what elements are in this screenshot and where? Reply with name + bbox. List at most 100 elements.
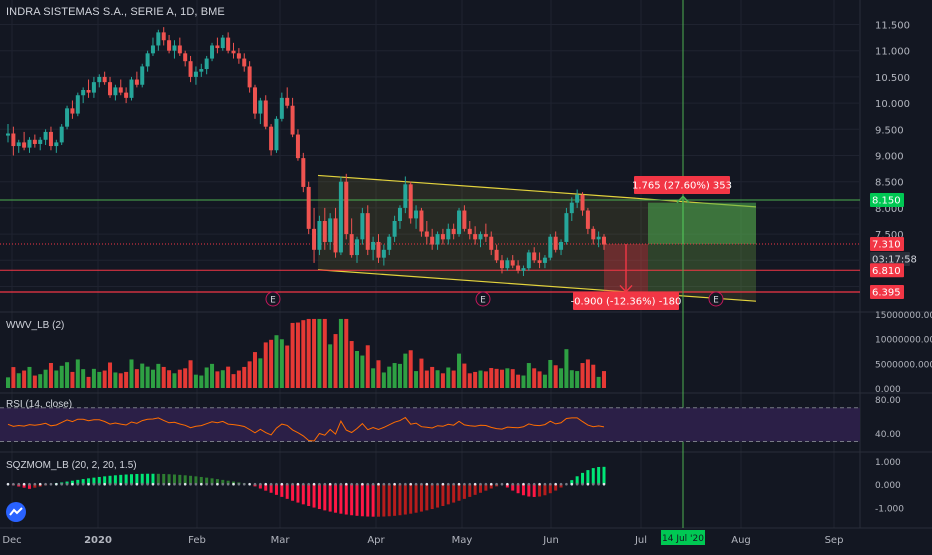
volume-bar	[59, 365, 64, 388]
squeeze-dot	[92, 482, 96, 486]
price-label-support-1-tag	[870, 263, 904, 278]
candle-body	[199, 69, 204, 72]
squeeze-dot	[436, 482, 439, 486]
volume-bar	[11, 367, 16, 388]
earnings-marker-label: E	[713, 296, 719, 306]
candle-body	[510, 260, 515, 266]
candle-body	[478, 234, 483, 240]
squeeze-dot	[216, 482, 219, 486]
volume-tick-label: 15000000.000	[875, 311, 932, 321]
squeeze-dot	[495, 482, 498, 486]
squeeze-dot	[135, 482, 139, 486]
time-tick-label: Mar	[271, 535, 291, 546]
candle-body	[118, 87, 123, 93]
candle-body	[532, 252, 537, 261]
squeeze-dot	[602, 482, 606, 486]
candle-body	[172, 45, 177, 51]
volume-bar	[333, 334, 338, 388]
price-label-resistance-tag	[870, 193, 904, 208]
candle-body	[462, 210, 467, 229]
squeeze-dot	[549, 482, 552, 486]
tradingview-logo-icon[interactable]	[6, 502, 26, 522]
loss-arrow-head	[619, 284, 633, 293]
candle-body	[430, 236, 435, 245]
price-label-resistance: 8.150	[872, 196, 901, 207]
squeeze-dot	[275, 482, 278, 486]
price-tick-label: 8.500	[875, 178, 904, 189]
volume-bar	[279, 339, 284, 388]
volume-bar	[199, 375, 204, 388]
candle-body	[167, 40, 172, 51]
squeeze-dot	[114, 482, 117, 486]
volume-bar	[499, 369, 504, 388]
candle-body	[440, 234, 445, 240]
rsi-tick-label: 80.00	[875, 396, 901, 406]
volume-bar	[435, 370, 440, 388]
price-label-support-2: 6.395	[872, 288, 901, 299]
candle-body	[403, 184, 408, 208]
volume-bar	[188, 360, 193, 388]
candle-body	[48, 131, 53, 147]
squeeze-dot	[344, 482, 348, 486]
volume-bar	[596, 376, 601, 388]
volume-bar	[193, 374, 198, 388]
candle-body	[553, 236, 558, 250]
candle-body	[494, 249, 499, 261]
candle-body	[537, 260, 542, 263]
volume-bar	[510, 369, 515, 388]
volume-bar	[457, 353, 462, 388]
squeeze-dot	[543, 482, 547, 486]
candle-body	[6, 133, 10, 136]
volume-bar	[376, 360, 381, 388]
candle-body	[317, 221, 322, 250]
squeeze-dot	[479, 482, 482, 486]
volume-bar	[559, 368, 564, 388]
price-label-last-tag	[870, 237, 904, 252]
squeeze-dot	[183, 482, 187, 486]
squeeze-dot	[71, 482, 74, 486]
candle-body	[580, 194, 585, 211]
volume-bar	[585, 359, 590, 388]
squeeze-dot	[22, 482, 26, 486]
candle-body	[145, 53, 150, 67]
momentum-tick-label: 1.000	[875, 458, 901, 468]
squeeze-dot	[586, 482, 590, 486]
crosshair-date-tag	[661, 530, 705, 545]
volume-bar	[489, 368, 494, 388]
volume-bar	[478, 370, 483, 388]
volume-bar	[236, 370, 241, 388]
squeeze-dot	[146, 482, 149, 486]
volume-bar	[108, 362, 113, 388]
squeeze-dot	[463, 482, 466, 486]
volume-bar	[575, 371, 580, 388]
candle-body	[312, 228, 317, 250]
squeeze-dot	[430, 482, 434, 486]
volume-bar	[22, 370, 27, 388]
squeeze-dot	[409, 482, 413, 486]
volume-bar	[414, 371, 419, 388]
rsi-line	[7, 416, 605, 442]
squeeze-dot	[591, 482, 595, 486]
price-tick-label: 9.000	[875, 152, 904, 163]
candle-body	[102, 76, 107, 83]
candle-body	[210, 45, 215, 59]
candle-body	[231, 50, 236, 54]
candle-body	[467, 228, 472, 235]
candle-body	[91, 82, 96, 93]
price-tick-label: 10.000	[875, 99, 910, 110]
time-tick-label: 2020	[84, 535, 112, 546]
squeeze-dot	[44, 482, 47, 486]
volume-bar	[48, 362, 53, 388]
squeeze-dot	[425, 482, 429, 486]
candle-body	[414, 210, 419, 219]
volume-bar	[408, 350, 413, 388]
volume-bar	[440, 373, 445, 388]
squeeze-dot	[65, 482, 69, 486]
volume-bar	[381, 372, 386, 388]
squeeze-dot	[269, 482, 273, 486]
volume-bar	[258, 358, 263, 388]
candle-body	[526, 252, 531, 269]
squeeze-dot	[457, 482, 461, 486]
price-tick-label: 8.000	[875, 204, 904, 215]
